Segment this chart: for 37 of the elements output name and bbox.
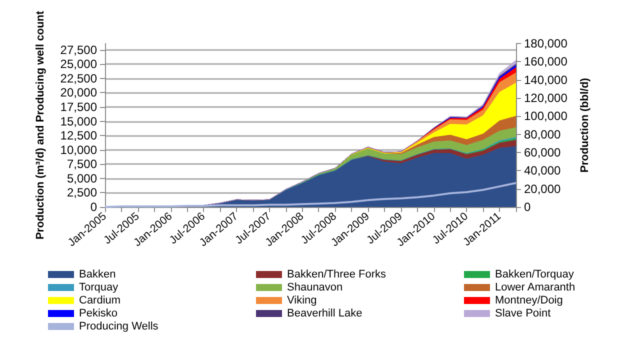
- legend-label: Slave Point: [495, 308, 551, 320]
- y-tick-label: 5,000: [66, 171, 98, 186]
- legend-label: Lower Amaranth: [495, 282, 576, 294]
- legend-label: Producing Wells: [79, 320, 159, 332]
- legend-label: Shaunavon: [287, 282, 343, 294]
- y-tick-label: 17,500: [60, 100, 98, 114]
- y2-tick-label: 100,000: [524, 109, 568, 124]
- y2-tick-label: 80,000: [524, 127, 562, 142]
- legend-label: Bakken/Torquay: [495, 268, 574, 280]
- y2-tick-label: 40,000: [524, 164, 562, 178]
- y2-tick-label: 160,000: [524, 54, 568, 69]
- y-tick-label: 0: [90, 200, 98, 214]
- y-axis-title: Production (m³/d) and Producing well count: [34, 10, 46, 240]
- y-tick-label: 25,000: [60, 57, 98, 72]
- y-tick-label: 12,500: [60, 128, 98, 143]
- y-tick-label: 20,000: [60, 86, 98, 100]
- legend-label: Pekisko: [79, 308, 118, 320]
- legend-label: Beaverhill Lake: [287, 308, 362, 320]
- y2-axis-title: Production (bbl/d): [578, 78, 591, 173]
- y-tick-label: 27,500: [60, 42, 98, 57]
- y-tick-label: 15,000: [60, 114, 98, 128]
- legend-label: Montney/Doig: [495, 294, 563, 306]
- y-tick-label: 10,000: [60, 142, 98, 157]
- y-tick-label: 2,500: [66, 186, 98, 200]
- y2-tick-label: 60,000: [524, 146, 562, 160]
- y-tick-label: 7,500: [66, 157, 98, 172]
- legend-label: Cardium: [79, 294, 121, 306]
- y2-tick-label: 180,000: [524, 36, 568, 51]
- legend-label: Bakken/Three Forks: [287, 268, 387, 280]
- legend-label: Torquay: [79, 282, 119, 294]
- y2-tick-label: 0: [524, 200, 531, 214]
- y2-tick-label: 140,000: [524, 72, 568, 87]
- y-tick-label: 22,500: [60, 71, 98, 86]
- y2-tick-label: 120,000: [524, 91, 568, 106]
- legend-label: Viking: [287, 294, 317, 306]
- legend-label: Bakken: [79, 268, 116, 280]
- y2-tick-label: 20,000: [524, 182, 562, 196]
